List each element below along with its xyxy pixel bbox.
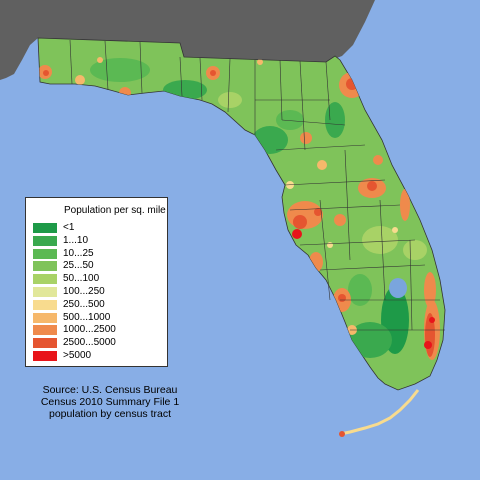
legend-item: 500...1000: [33, 311, 163, 325]
legend-swatch: [33, 261, 57, 272]
density-patches: [38, 57, 440, 360]
neighboring-states: [0, 0, 375, 80]
legend-label: 1...10: [63, 234, 89, 246]
legend-label: 2500...5000: [63, 337, 116, 349]
legend-label: 500...1000: [63, 311, 111, 323]
legend-item: <1: [33, 222, 163, 235]
legend-label: 50...100: [63, 273, 100, 285]
legend-label: <1: [63, 222, 75, 233]
legend-label: 25...50: [63, 260, 94, 272]
county-borders: [69, 39, 445, 331]
legend-item: >5000: [33, 350, 163, 363]
legend-item: 250...500: [33, 298, 163, 312]
legend-item: 10...25: [33, 247, 163, 261]
legend-item: 25...50: [33, 260, 163, 273]
legend-swatch: [33, 287, 57, 297]
source-line-3: population by census tract: [49, 408, 171, 420]
florida-keys: [339, 389, 420, 437]
source-line-2: Census 2010 Summary File 1: [40, 396, 180, 408]
legend-swatch: [33, 325, 57, 336]
legend-swatch: [33, 235, 57, 246]
legend-label: 10...25: [63, 247, 94, 259]
legend-item: 50...100: [33, 273, 163, 286]
source-note: Source: U.S. Census Bureau Census 2010 S…: [20, 384, 200, 420]
legend-swatch: [33, 312, 57, 323]
legend-label: 1000...2500: [63, 324, 116, 336]
legend-label: >5000: [63, 350, 92, 361]
map-legend: Population per sq. mile <1 1...10 10...25 2…: [25, 197, 168, 367]
legend-item: 2500...5000: [33, 337, 163, 350]
legend-item: 1...10: [33, 234, 163, 248]
legend-swatch: [33, 223, 57, 233]
legend-swatch: [33, 338, 57, 349]
source-line-1: Source: U.S. Census Bureau: [42, 384, 178, 396]
legend-swatch: [33, 274, 57, 285]
legend-swatch: [33, 248, 57, 259]
legend-swatch: [33, 299, 57, 310]
legend-label: 250...500: [63, 298, 105, 310]
legend-title: Population per sq. mile: [64, 205, 166, 216]
legend-label: 100...250: [63, 286, 105, 297]
legend-item: 1000...2500: [33, 324, 163, 337]
legend-item: 100...250: [33, 286, 163, 299]
legend-swatch: [33, 351, 57, 361]
